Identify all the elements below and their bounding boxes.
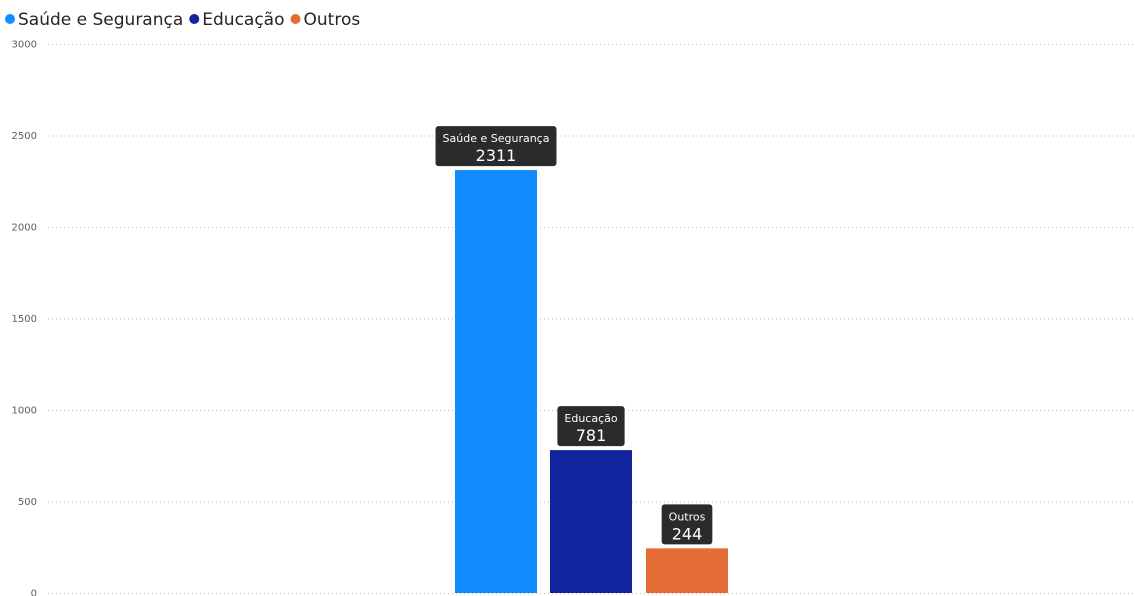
bar-outros[interactable] [646, 548, 728, 593]
bar-educacao[interactable] [550, 450, 632, 593]
data-label-name-educacao: Educação [564, 412, 617, 425]
y-tick-label-500: 500 [18, 497, 37, 508]
legend-label-saude-e-seguranca[interactable]: Saúde e Segurança [18, 10, 183, 30]
data-label-value-outros: 244 [672, 524, 703, 543]
y-axis: 0 500 1000 1500 2000 2500 3000 [12, 40, 37, 596]
y-tick-label-3000: 3000 [12, 40, 37, 51]
data-label-box-outros [661, 504, 713, 545]
legend-label-educacao[interactable]: Educação [202, 10, 284, 30]
data-label-name-saude-e-seguranca: Saúde e Segurança [443, 132, 550, 145]
y-tick-label-1500: 1500 [12, 314, 37, 325]
bar-saude-e-seguranca[interactable] [455, 170, 537, 593]
data-label-name-outros: Outros [669, 510, 706, 523]
legend-marker-outros [290, 14, 301, 24]
y-tick-label-1000: 1000 [12, 406, 37, 417]
legend-marker-saude-e-seguranca [5, 14, 15, 24]
legend-marker-educacao [189, 14, 200, 24]
y-tick-label-2500: 2500 [12, 131, 37, 142]
data-label-value-educacao: 781 [576, 426, 607, 445]
legend-label-outros[interactable]: Outros [304, 10, 361, 30]
data-label-box-educacao [557, 406, 625, 447]
bar-series [455, 170, 728, 593]
chart-legend: Saúde e Segurança Educação Outros [5, 10, 360, 30]
y-tick-label-0: 0 [31, 589, 37, 596]
data-label-box-saude-e-seguranca [435, 126, 557, 167]
y-tick-label-2000: 2000 [12, 223, 37, 234]
data-label-value-saude-e-seguranca: 2311 [476, 146, 517, 165]
